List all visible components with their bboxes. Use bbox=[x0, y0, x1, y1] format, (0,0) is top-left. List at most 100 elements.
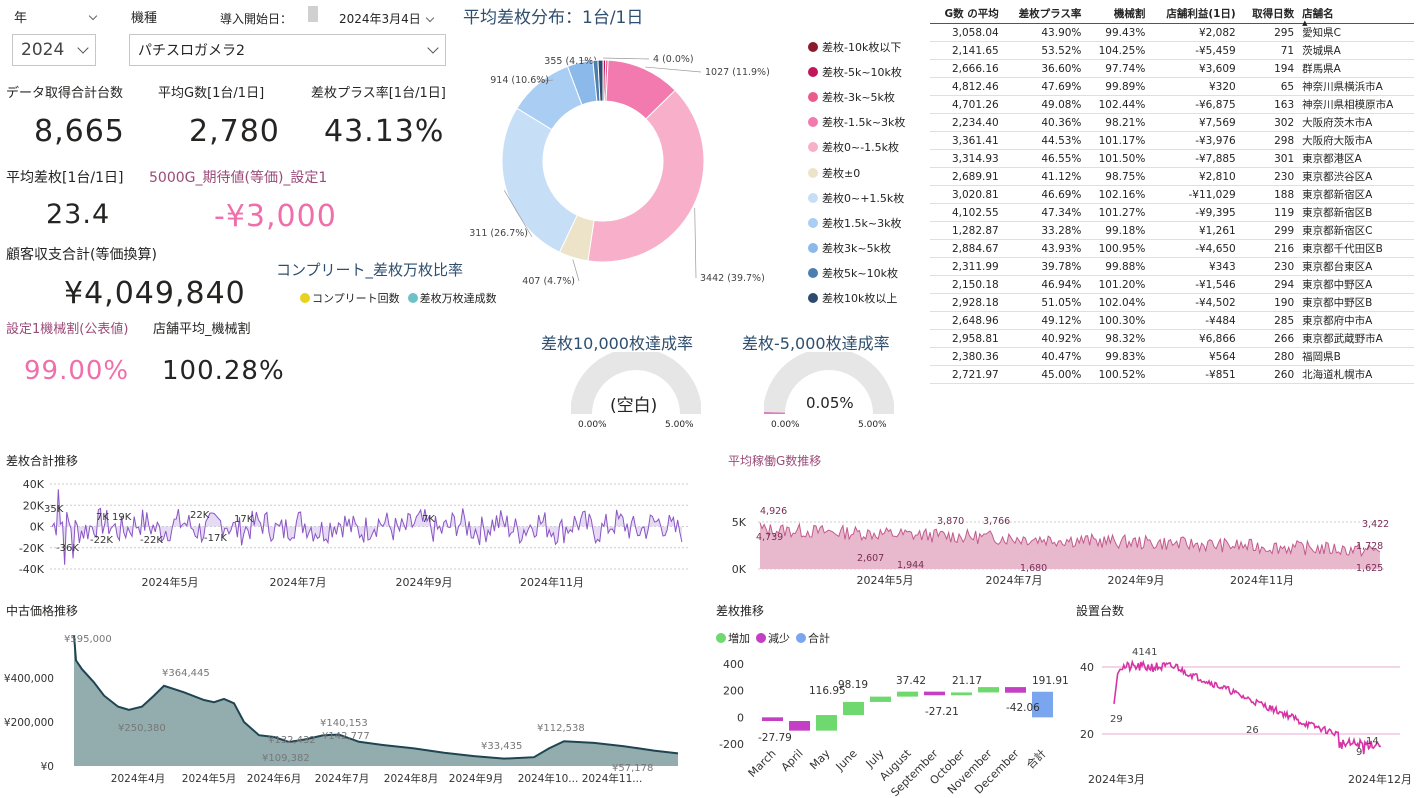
table-row[interactable]: 2,141.65 53.52% 104.25% -¥5,459 71 茨城県A bbox=[930, 41, 1414, 60]
legend-dot-icon bbox=[808, 293, 818, 304]
y-tick-label: 200 bbox=[723, 685, 744, 698]
table-cell: 190 bbox=[1239, 293, 1299, 312]
donut-slice[interactable] bbox=[597, 59, 604, 102]
table-cell: 285 bbox=[1239, 311, 1299, 330]
table-row[interactable]: 2,721.97 45.00% 100.52% -¥851 260 北海道札幌市A bbox=[930, 365, 1414, 384]
donut-legend-item[interactable]: 差枚-10k枚以下 bbox=[808, 34, 928, 59]
used-price-chart[interactable]: ¥400,000 ¥200,000 ¥0 2024年4月 2024年5月 2024年6月 2… bbox=[0, 625, 700, 795]
table-cell: 194 bbox=[1239, 59, 1299, 78]
table-row[interactable]: 3,361.41 44.53% 101.17% -¥3,976 298 大阪府大阪市A bbox=[930, 131, 1414, 150]
waterfall-bar[interactable] bbox=[924, 691, 945, 696]
donut-legend-item[interactable]: 差枚-1.5k~3k枚 bbox=[808, 110, 928, 135]
date-slider-handle[interactable] bbox=[308, 6, 318, 22]
legend-item-decrease[interactable]: 減少 bbox=[756, 630, 790, 646]
waterfall-bar[interactable] bbox=[789, 721, 810, 731]
waterfall-bar[interactable] bbox=[816, 715, 837, 731]
x-tick-label: 2024年5月 bbox=[142, 575, 199, 589]
table-cell: 65 bbox=[1239, 77, 1299, 96]
table-row[interactable]: 2,689.91 41.12% 98.75% ¥2,810 230 東京都渋谷区A bbox=[930, 167, 1414, 186]
donut-legend-item[interactable]: 差枚-5k~10k枚 bbox=[808, 59, 928, 84]
x-tick-label: 2024年10... bbox=[518, 772, 579, 785]
table-cell: 230 bbox=[1239, 167, 1299, 186]
donut-legend-item[interactable]: 差枚±0 bbox=[808, 160, 928, 185]
table-cell: ¥320 bbox=[1149, 77, 1240, 96]
donut-legend-item[interactable]: 差枚10k枚以上 bbox=[808, 286, 928, 311]
start-date-value[interactable]: 2024年3月4日 bbox=[339, 10, 435, 27]
table-cell: -¥3,976 bbox=[1149, 131, 1240, 150]
data-label: 4141 bbox=[1132, 647, 1157, 658]
table-row[interactable]: 4,812.46 47.69% 99.89% ¥320 65 神奈川県横浜市A bbox=[930, 77, 1414, 96]
table-row[interactable]: 2,150.18 46.94% 101.20% -¥1,546 294 東京都中野区A bbox=[930, 275, 1414, 294]
diff-trend-chart[interactable]: 40K 20K 0K -20K -40K 2024年5月 2024年7月 2024年9月 202… bbox=[0, 472, 700, 590]
x-tick-label: 2024年11... bbox=[582, 772, 643, 785]
column-header[interactable]: G数 の平均 bbox=[930, 4, 1003, 24]
table-row[interactable]: 4,701.26 49.08% 102.44% -¥6,875 163 神奈川県相模原市A bbox=[930, 95, 1414, 114]
machine-dropdown[interactable]: パチスロガメラ2 bbox=[129, 34, 446, 66]
data-label: 2,607 bbox=[857, 553, 884, 564]
table-row[interactable]: 3,058.04 43.90% 99.43% ¥2,082 295 愛知県C bbox=[930, 23, 1414, 42]
data-label: ¥364,445 bbox=[162, 668, 210, 679]
donut-leader-line bbox=[537, 79, 554, 82]
table-row[interactable]: 2,380.36 40.47% 99.83% ¥564 280 福岡県B bbox=[930, 347, 1414, 366]
table-row[interactable]: 2,884.67 43.93% 100.95% -¥4,650 216 東京都千代田区B bbox=[930, 239, 1414, 258]
table-row[interactable]: 2,311.99 39.78% 99.88% ¥343 230 東京都台東区A bbox=[930, 257, 1414, 276]
donut-slice[interactable] bbox=[501, 107, 578, 253]
table-row[interactable]: 3,314.93 46.55% 101.50% -¥7,885 301 東京都港区A bbox=[930, 149, 1414, 168]
data-label: -22K bbox=[90, 535, 113, 546]
column-header[interactable]: 機械割 bbox=[1085, 4, 1150, 24]
gauge2-chart[interactable] bbox=[764, 352, 894, 432]
table-row[interactable]: 2,666.16 36.60% 97.74% ¥3,609 194 群馬県A bbox=[930, 59, 1414, 78]
column-header[interactable]: 取得日数 bbox=[1239, 4, 1299, 24]
gauge1-chart[interactable] bbox=[571, 352, 701, 432]
waterfall-bar[interactable] bbox=[951, 692, 972, 696]
waterfall-bar[interactable] bbox=[870, 696, 891, 702]
donut-legend-item[interactable]: 差枚5k~10k枚 bbox=[808, 261, 928, 286]
table-cell: 1,282.87 bbox=[930, 221, 1003, 240]
donut-chart[interactable]: 4 (0.0%) 1027 (11.9%) 3442 (39.7%) 407 (4.7… bbox=[470, 28, 800, 298]
sort-ascending-icon[interactable]: ▲ bbox=[1302, 19, 1308, 27]
table-row[interactable]: 2,928.18 51.05% 102.04% -¥4,502 190 東京都中野区B bbox=[930, 293, 1414, 312]
table-row[interactable]: 3,020.81 46.69% 102.16% -¥11,029 188 東京都新宿区A bbox=[930, 185, 1414, 204]
donut-slice[interactable] bbox=[587, 89, 705, 263]
table-row[interactable]: 4,102.55 47.34% 101.27% -¥9,395 119 東京都新宿区B bbox=[930, 203, 1414, 222]
table-cell: 44.53% bbox=[1002, 131, 1086, 150]
waterfall-bar[interactable] bbox=[978, 687, 999, 693]
installs-chart[interactable]: 40 20 4141 29 26 14 9 2024年3月 2024年12月 bbox=[1070, 640, 1415, 795]
donut-legend-item[interactable]: 差枚0~-1.5k枚 bbox=[808, 135, 928, 160]
table-row[interactable]: 2,958.81 40.92% 98.32% ¥6,866 266 東京都武蔵野市A bbox=[930, 329, 1414, 348]
table-cell: 302 bbox=[1239, 113, 1299, 132]
waterfall-bar[interactable] bbox=[762, 717, 783, 722]
donut-legend-item[interactable]: 差枚0~+1.5k枚 bbox=[808, 185, 928, 210]
table-cell: 99.83% bbox=[1085, 347, 1150, 366]
table-row[interactable]: 2,234.40 40.36% 98.21% ¥7,569 302 大阪府茨木市A bbox=[930, 113, 1414, 132]
data-label: 3,870 bbox=[937, 516, 964, 527]
waterfall-bar[interactable] bbox=[1005, 687, 1026, 693]
data-label: ¥132,432 bbox=[268, 735, 316, 746]
waterfall-bar[interactable] bbox=[1032, 691, 1053, 718]
waterfall-bar[interactable] bbox=[843, 701, 864, 716]
legend-item-total[interactable]: 合計 bbox=[796, 630, 830, 646]
donut-legend-item[interactable]: 差枚1.5k~3k枚 bbox=[808, 210, 928, 235]
year-filter-collapse-icon[interactable] bbox=[84, 6, 98, 25]
legend-item-10k[interactable]: 差枚万枚達成数 bbox=[407, 290, 497, 306]
donut-legend-item[interactable]: 差枚-3k~5k枚 bbox=[808, 84, 928, 109]
avg-g-trend-chart[interactable]: 5K 0K 2024年5月 2024年7月 2024年9月 2024年11月 4,926 4,… bbox=[720, 495, 1419, 595]
y-tick-label: 0 bbox=[737, 711, 744, 724]
column-header-store[interactable]: 店舗名 ▲ bbox=[1298, 4, 1414, 27]
legend-item-increase[interactable]: 増加 bbox=[716, 630, 750, 646]
y-tick-label: ¥0 bbox=[41, 761, 54, 773]
table-cell: 119 bbox=[1239, 203, 1299, 222]
y-tick-label: 400 bbox=[723, 658, 744, 671]
table-row[interactable]: 2,648.96 49.12% 100.30% -¥484 285 東京都府中市A bbox=[930, 311, 1414, 330]
table-cell: 216 bbox=[1239, 239, 1299, 258]
year-dropdown[interactable]: 2024 bbox=[12, 34, 96, 66]
column-header[interactable]: 店舗利益(1日) bbox=[1149, 4, 1240, 24]
donut-legend-item[interactable]: 差枚3k~5k枚 bbox=[808, 236, 928, 261]
waterfall-bar[interactable] bbox=[897, 691, 918, 697]
legend-item-complete[interactable]: コンプリート回数 bbox=[300, 290, 400, 306]
column-header[interactable]: 差枚プラス率 bbox=[1002, 4, 1086, 24]
expected-value-label: 5000G_期待値(等価)_設定1 bbox=[149, 170, 328, 186]
table-row[interactable]: 1,282.87 33.28% 99.18% ¥1,261 299 東京都新宿区C bbox=[930, 221, 1414, 240]
gauge2-title: 差枚-5,000枚達成率 bbox=[742, 334, 890, 353]
